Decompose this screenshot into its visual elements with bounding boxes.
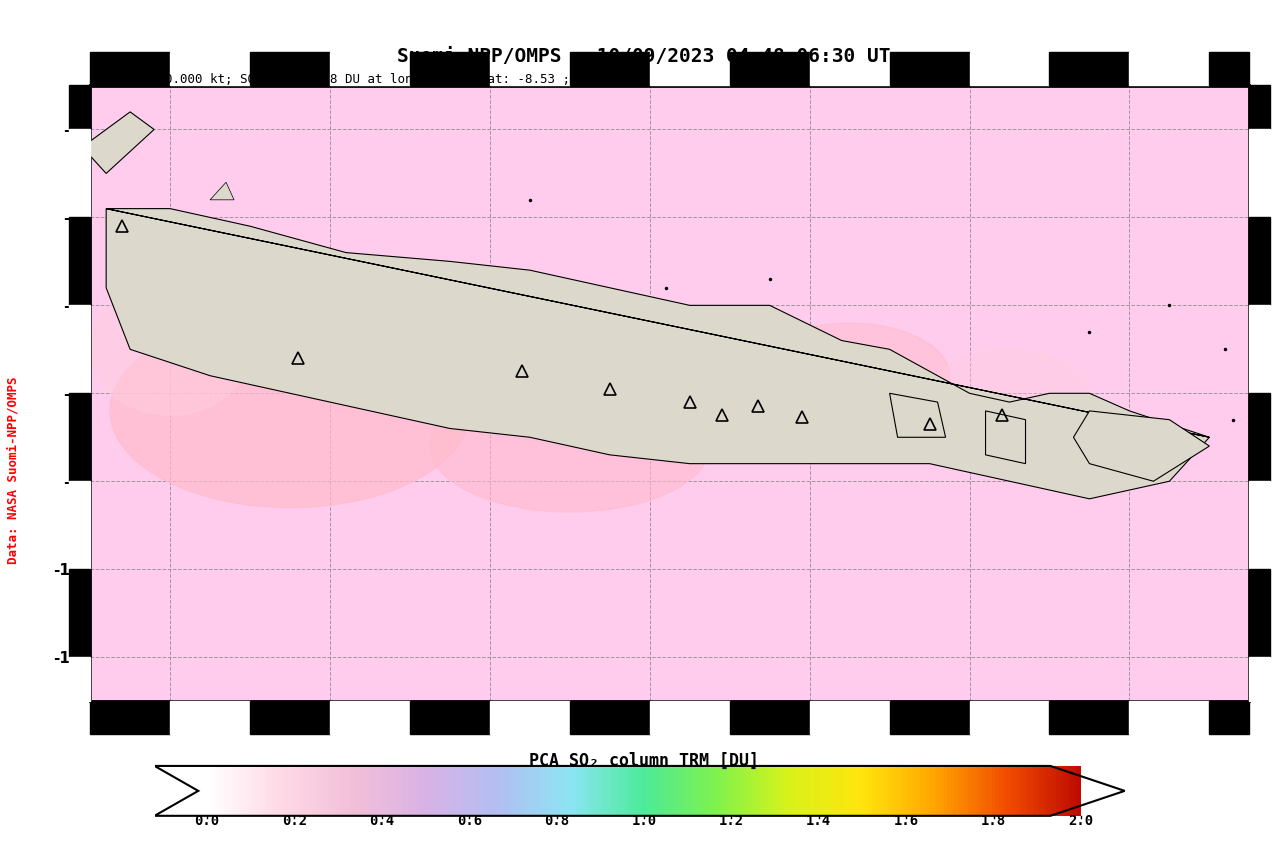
Bar (970, 52, 1050, 86)
Bar (70, 217, 90, 305)
Bar (70, 86, 90, 129)
Bar (810, 52, 890, 86)
Text: 0.8: 0.8 (544, 814, 569, 828)
Bar (569, 701, 649, 734)
Bar (1249, 305, 1270, 393)
Polygon shape (210, 182, 234, 200)
Bar (1249, 217, 1270, 305)
Bar (410, 701, 489, 734)
Text: Data: NASA Suomi-NPP/OMPS: Data: NASA Suomi-NPP/OMPS (6, 376, 19, 564)
Bar (1050, 701, 1130, 734)
Bar (970, 701, 1050, 734)
Ellipse shape (930, 350, 1090, 437)
Ellipse shape (111, 314, 470, 508)
Bar (1209, 52, 1249, 86)
Bar (1249, 569, 1270, 657)
Polygon shape (1073, 411, 1209, 481)
Bar (810, 701, 890, 734)
Bar (730, 52, 810, 86)
Bar (70, 657, 90, 701)
Bar (170, 701, 250, 734)
Bar (730, 701, 810, 734)
Bar (250, 701, 330, 734)
Text: Suomi NPP/OMPS - 10/09/2023 04:48-06:30 UT: Suomi NPP/OMPS - 10/09/2023 04:48-06:30 … (397, 47, 891, 66)
Text: 0.2: 0.2 (282, 814, 307, 828)
Bar (330, 701, 410, 734)
Ellipse shape (690, 398, 753, 442)
Text: 0.4: 0.4 (370, 814, 394, 828)
Bar (330, 52, 410, 86)
Ellipse shape (750, 323, 949, 428)
Bar (1130, 52, 1209, 86)
Ellipse shape (90, 283, 250, 416)
Polygon shape (985, 411, 1025, 463)
Bar (489, 52, 569, 86)
Ellipse shape (430, 380, 710, 512)
Text: PCA SO₂ column TRM [DU]: PCA SO₂ column TRM [DU] (529, 752, 759, 770)
Bar (649, 52, 730, 86)
Bar (1249, 657, 1270, 701)
Polygon shape (890, 393, 945, 437)
Bar (890, 52, 970, 86)
Bar (70, 393, 90, 481)
Text: SO₂ mass: 0.000 kt; SO₂ max: 0.38 DU at lon: 112.70 lat: -8.53 ; 06:29UTC: SO₂ mass: 0.000 kt; SO₂ max: 0.38 DU at … (90, 73, 638, 86)
Bar (1130, 701, 1209, 734)
Text: 1.8: 1.8 (981, 814, 1006, 828)
Bar (90, 52, 170, 86)
Text: 1.4: 1.4 (806, 814, 831, 828)
Bar (90, 701, 170, 734)
Bar (1249, 393, 1270, 481)
Text: 0.0: 0.0 (194, 814, 219, 828)
Text: 1.2: 1.2 (719, 814, 744, 828)
Polygon shape (106, 209, 1209, 498)
Text: 0.6: 0.6 (457, 814, 482, 828)
Bar (489, 701, 569, 734)
Bar (1050, 52, 1130, 86)
Bar (70, 481, 90, 569)
Bar (890, 701, 970, 734)
Text: 1.6: 1.6 (894, 814, 918, 828)
Bar (70, 305, 90, 393)
Text: 1.0: 1.0 (631, 814, 657, 828)
Bar (1249, 129, 1270, 217)
Bar (70, 129, 90, 217)
Bar (1209, 701, 1249, 734)
Text: 2.0: 2.0 (1069, 814, 1094, 828)
Bar (649, 701, 730, 734)
Bar (170, 52, 250, 86)
Bar (70, 569, 90, 657)
Bar (569, 52, 649, 86)
Bar (1249, 481, 1270, 569)
Polygon shape (82, 112, 155, 174)
Bar (250, 52, 330, 86)
Bar (1249, 86, 1270, 129)
Bar (410, 52, 489, 86)
